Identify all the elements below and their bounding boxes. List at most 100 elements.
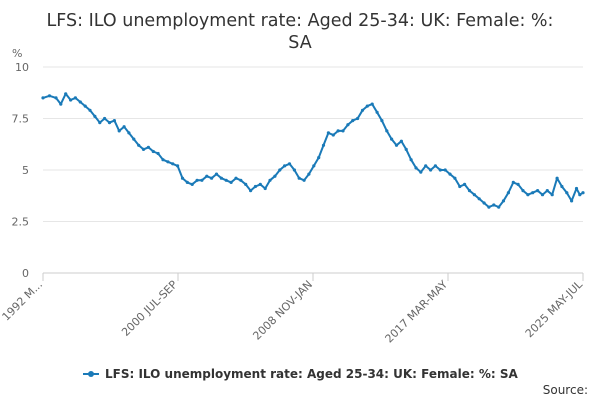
data-point <box>506 191 510 195</box>
data-point <box>565 191 569 195</box>
data-point <box>112 119 116 123</box>
data-point <box>190 182 194 186</box>
data-point <box>365 104 369 108</box>
data-point <box>516 182 520 186</box>
x-axis: 1992 M... 2000 JUL-SEP 2008 NOV-JAN 2017 MA… <box>0 272 586 346</box>
data-point <box>176 164 180 168</box>
data-point <box>229 180 233 184</box>
y-tick-label: 0 <box>22 267 29 280</box>
data-point <box>501 199 506 203</box>
data-point <box>443 168 447 172</box>
data-point <box>88 108 92 112</box>
data-point <box>41 96 45 100</box>
data-point <box>448 172 452 176</box>
x-tick-label: 2000 JUL-SEP <box>119 278 180 339</box>
data-point <box>210 176 214 180</box>
data-point <box>93 114 97 118</box>
data-point <box>346 123 350 127</box>
data-point <box>570 199 574 203</box>
data-point <box>463 182 467 186</box>
data-point <box>375 110 379 114</box>
data-point <box>331 133 335 137</box>
data-point <box>244 182 248 186</box>
data-point <box>180 176 185 180</box>
data-point <box>47 94 52 98</box>
data-point <box>107 121 112 125</box>
data-point <box>487 205 491 209</box>
y-tick-label: 5 <box>22 164 29 177</box>
data-point <box>385 129 389 133</box>
data-point <box>497 205 501 209</box>
data-point <box>360 108 365 112</box>
y-tick-label: 7.5 <box>12 113 30 126</box>
x-tick-label: 2008 NOV-JAN <box>250 278 315 343</box>
data-point <box>103 116 107 121</box>
data-point <box>98 121 102 125</box>
data-point <box>492 203 496 207</box>
data-point <box>317 156 321 160</box>
data-point <box>438 168 442 172</box>
data-point <box>302 178 306 182</box>
data-point <box>64 92 68 96</box>
y-tick-label: 10 <box>15 61 29 74</box>
data-point <box>351 119 355 123</box>
data-point <box>307 172 311 176</box>
data-point <box>399 139 403 143</box>
legend-swatch-marker <box>88 371 94 377</box>
data-point <box>258 182 262 186</box>
data-point <box>404 147 408 151</box>
data-point <box>249 189 253 193</box>
x-tick-label: 2025 MAY-JUL <box>523 277 586 340</box>
data-point <box>205 174 209 178</box>
data-point <box>214 172 219 176</box>
data-point <box>219 176 223 180</box>
data-point <box>137 143 141 147</box>
data-point <box>394 143 399 147</box>
data-point <box>273 174 277 178</box>
data-point <box>268 178 272 182</box>
data-point <box>146 145 150 149</box>
data-point <box>536 189 540 193</box>
data-point <box>161 158 165 162</box>
data-point <box>453 176 457 180</box>
legend-label: LFS: ILO unemployment rate: Aged 25-34: … <box>105 367 518 381</box>
data-point <box>370 102 374 106</box>
data-point <box>424 164 428 168</box>
data-point <box>380 119 384 123</box>
data-point <box>185 180 189 184</box>
data-point <box>292 168 296 172</box>
data-point <box>482 201 486 205</box>
data-point <box>429 168 433 172</box>
data-point <box>326 131 330 135</box>
data-point <box>69 98 73 102</box>
data-point <box>166 160 170 164</box>
legend[interactable]: LFS: ILO unemployment rate: Aged 25-34: … <box>83 367 518 381</box>
data-point <box>54 96 58 100</box>
data-point <box>458 184 462 189</box>
data-point <box>59 102 63 106</box>
data-point <box>321 143 326 147</box>
data-point <box>545 189 549 193</box>
data-point <box>341 129 345 133</box>
data-point <box>287 162 292 166</box>
series-lines <box>41 92 585 209</box>
data-point <box>390 137 394 141</box>
x-tick-label: 1992 M... <box>0 278 45 324</box>
data-point <box>540 193 545 197</box>
data-point <box>83 104 87 108</box>
data-point <box>550 193 554 197</box>
data-point <box>151 149 155 154</box>
data-point <box>171 162 175 166</box>
data-point <box>132 137 136 141</box>
chart-title-line2: SA <box>288 33 311 53</box>
source-label: Source: <box>543 383 588 397</box>
data-point <box>263 186 267 191</box>
data-point <box>312 164 316 168</box>
data-point <box>336 129 340 133</box>
data-point <box>581 191 585 195</box>
data-point <box>526 193 530 197</box>
data-point <box>117 129 121 133</box>
data-point <box>531 191 535 195</box>
data-point <box>141 147 146 151</box>
